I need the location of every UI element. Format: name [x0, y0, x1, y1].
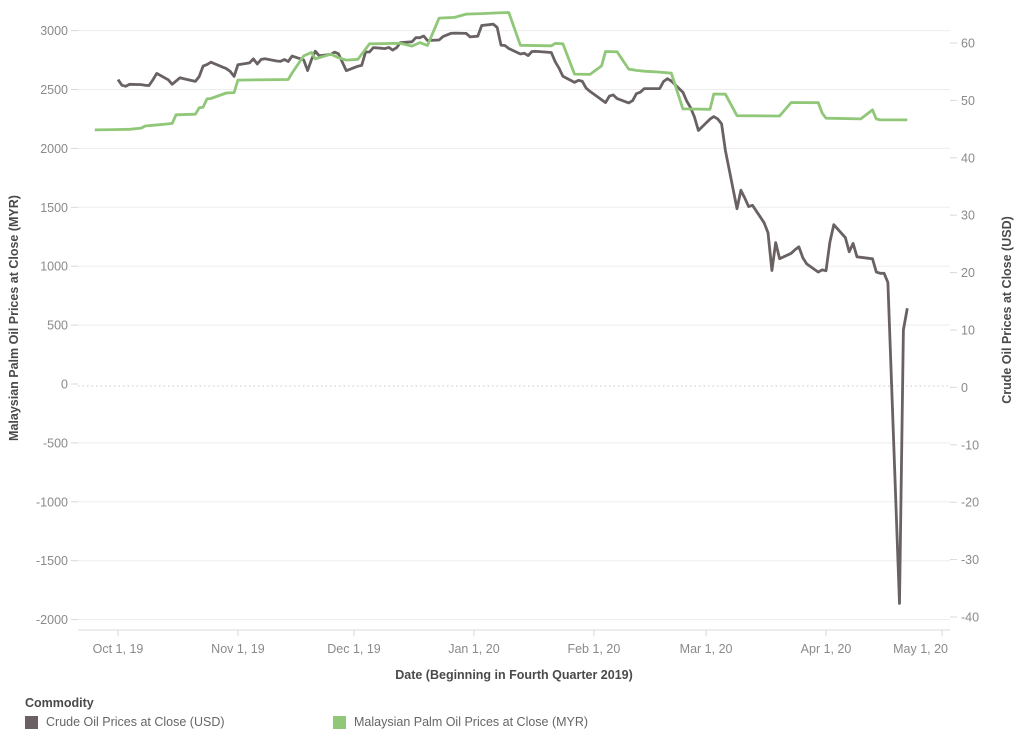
- axes: [71, 30, 957, 636]
- palm-oil-series-line[interactable]: [94, 11, 908, 132]
- left-axis-tick-label: -1000: [36, 495, 68, 509]
- right-axis-tick-label: 0: [961, 381, 968, 395]
- series-lines: [94, 11, 909, 605]
- left-axis-tick-label: 2000: [40, 142, 68, 156]
- x-axis-tick-label: Mar 1, 20: [680, 642, 733, 656]
- right-axis-tick-label: -30: [961, 553, 979, 567]
- legend-label-crude-oil: Crude Oil Prices at Close (USD): [46, 715, 225, 729]
- right-axis-title: Crude Oil Prices at Close (USD): [1000, 216, 1014, 404]
- left-axis-tick-label: -2000: [36, 613, 68, 627]
- left-axis-tick-label: 3000: [40, 24, 68, 38]
- crude-oil-swatch-icon: [25, 715, 38, 729]
- right-axis-tick-label: 50: [961, 94, 975, 108]
- x-axis-tick-label: May 1, 20: [893, 642, 948, 656]
- right-axis-tick-label: -20: [961, 496, 979, 510]
- right-axis-tick-label: -10: [961, 438, 979, 452]
- right-axis-tick-label: 60: [961, 37, 975, 51]
- left-axis-tick-label: 500: [47, 319, 68, 333]
- x-axis-tick-label: Jan 1, 20: [448, 642, 499, 656]
- left-axis-tick-label: 2500: [40, 83, 68, 97]
- tick-labels: 300025002000150010005000-500-1000-1500-2…: [36, 24, 979, 656]
- legend-title: Commodity: [25, 696, 94, 710]
- x-axis-tick-label: Dec 1, 19: [327, 642, 381, 656]
- left-axis-tick-label: 1000: [40, 260, 68, 274]
- right-axis-tick-label: -40: [961, 611, 979, 625]
- left-axis-title: Malaysian Palm Oil Prices at Close (MYR): [7, 195, 21, 441]
- legend: Commodity Crude Oil Prices at Close (USD…: [25, 696, 588, 733]
- right-axis-tick-label: 30: [961, 209, 975, 223]
- gridlines: [78, 30, 950, 621]
- right-axis-tick-label: 20: [961, 266, 975, 280]
- legend-item-palm-oil[interactable]: Malaysian Palm Oil Prices at Close (MYR): [333, 715, 588, 729]
- left-axis-tick-label: -500: [43, 436, 68, 450]
- crude-oil-series-line[interactable]: [116, 22, 909, 605]
- x-axis-tick-label: Feb 1, 20: [567, 642, 620, 656]
- left-axis-tick-label: 0: [61, 378, 68, 392]
- right-axis-tick-label: 10: [961, 324, 975, 338]
- x-axis-tick-label: Oct 1, 19: [93, 642, 144, 656]
- palm-oil-swatch-icon: [333, 715, 346, 729]
- x-axis-title: Date (Beginning in Fourth Quarter 2019): [395, 668, 633, 682]
- legend-item-crude-oil[interactable]: Crude Oil Prices at Close (USD): [25, 715, 225, 729]
- right-axis-tick-label: 40: [961, 151, 975, 165]
- x-axis-tick-label: Nov 1, 19: [211, 642, 265, 656]
- legend-label-palm-oil: Malaysian Palm Oil Prices at Close (MYR): [354, 715, 589, 729]
- left-axis-tick-label: 1500: [40, 201, 68, 215]
- x-axis-tick-label: Apr 1, 20: [801, 642, 852, 656]
- left-axis-tick-label: -1500: [36, 554, 68, 568]
